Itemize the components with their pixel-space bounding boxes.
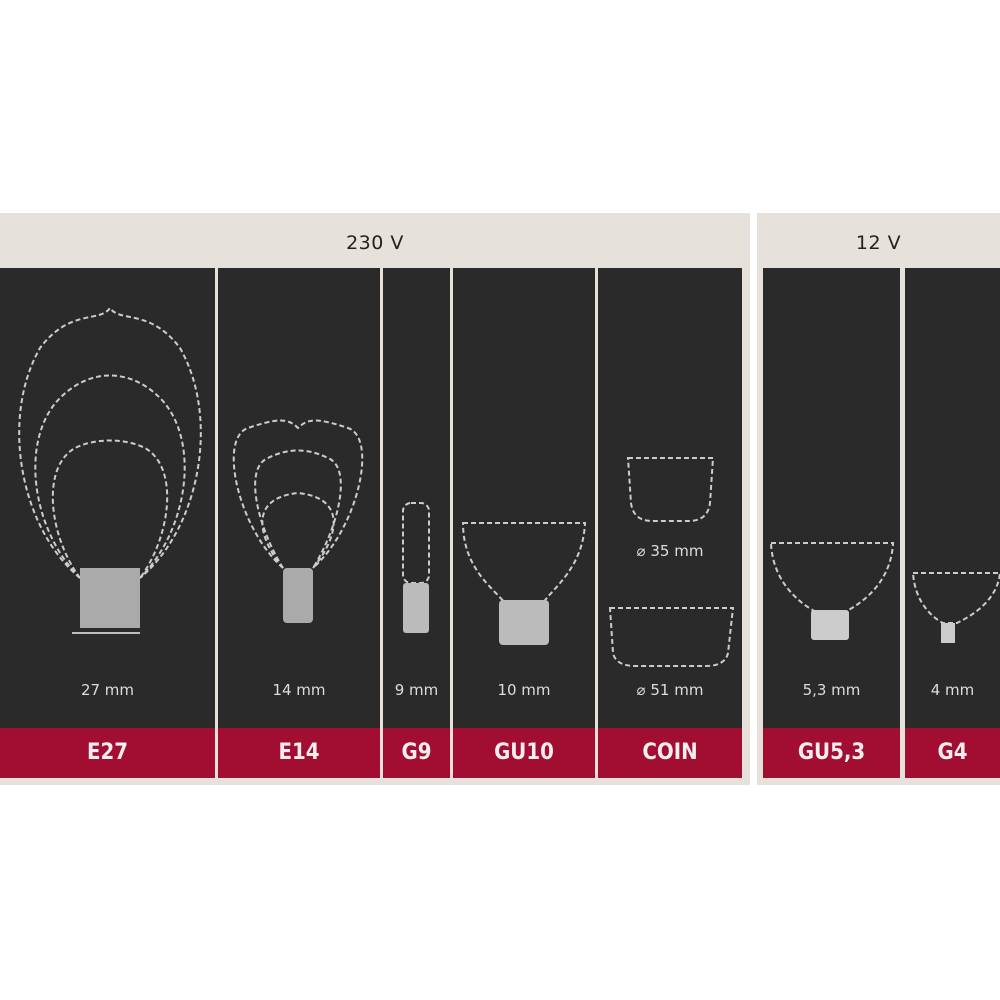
size-label: 9 mm <box>394 681 439 699</box>
group-230v: 230 V 27 mm E27 14 mm E14 9 mm G9 10 mm … <box>0 213 750 785</box>
socket-g4: 4 mm G4 <box>905 268 1000 778</box>
size-label: 27 mm <box>80 681 135 699</box>
reflector-icon <box>461 522 587 645</box>
socket-coin: ⌀ 35 mm ⌀ 51 mm COIN <box>598 268 742 778</box>
size-label: 4 mm <box>930 681 975 699</box>
reflector-icon <box>769 542 895 640</box>
socket-gu10: 10 mm GU10 <box>453 268 595 778</box>
group-12v: 12 V 5,3 mm GU5,3 4 mm G4 <box>757 213 1000 785</box>
size-label: 10 mm <box>497 681 551 699</box>
voltage-header: 12 V <box>855 232 902 254</box>
socket-e14: 14 mm E14 <box>218 268 380 778</box>
socket-label: GU10 <box>453 728 595 778</box>
coin-outlines-icon <box>608 457 735 667</box>
socket-label: COIN <box>598 728 742 778</box>
bulb-outlines-icon <box>18 306 202 634</box>
size-label: 5,3 mm <box>802 681 861 699</box>
size-label: ⌀ 51 mm <box>636 681 704 699</box>
socket-label: E27 <box>0 728 215 778</box>
reflector-icon <box>911 572 1000 643</box>
bulb-outlines-icon <box>232 419 364 623</box>
socket-e27: 27 mm E27 <box>0 268 215 778</box>
voltage-header: 230 V <box>346 232 404 254</box>
socket-label: G9 <box>383 728 450 778</box>
socket-label: G4 <box>905 728 1000 778</box>
socket-g9: 9 mm G9 <box>383 268 450 778</box>
socket-label: GU5,3 <box>763 728 900 778</box>
capsule-icon <box>402 502 430 633</box>
socket-label: E14 <box>218 728 380 778</box>
socket-gu53: 5,3 mm GU5,3 <box>763 268 900 778</box>
size-label-small: ⌀ 35 mm <box>636 542 704 560</box>
size-label: 14 mm <box>272 681 326 699</box>
